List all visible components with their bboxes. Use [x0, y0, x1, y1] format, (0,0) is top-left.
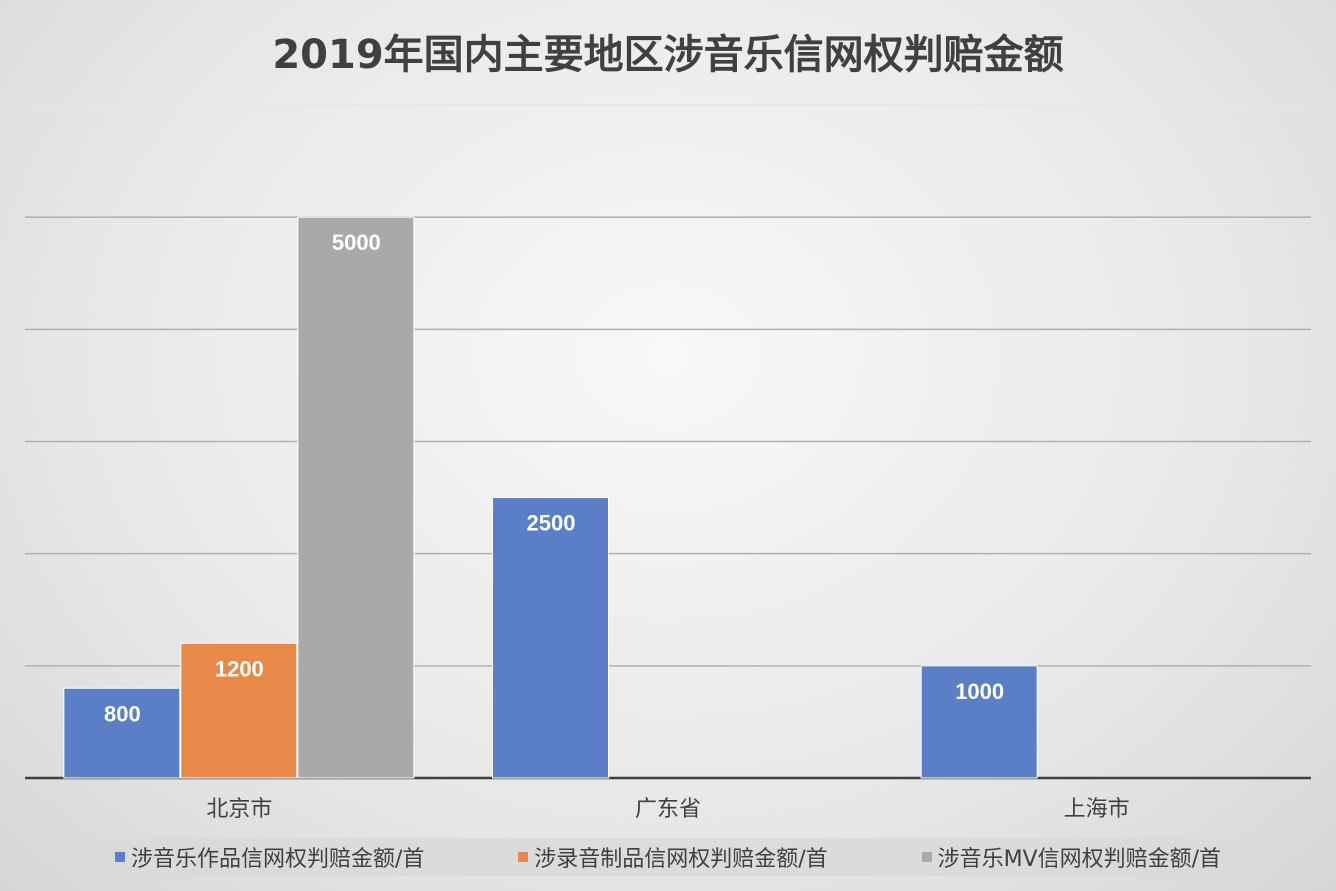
chart-title: 2019年国内主要地区涉音乐信网权判赔金额 [272, 32, 1064, 78]
legend: 涉音乐作品信网权判赔金额/首 涉录音制品信网权判赔金额/首 涉音乐MV信网权判赔金额… [68, 838, 1268, 876]
bar [180, 642, 298, 779]
x-tick-label: 北京市 [206, 797, 272, 822]
legend-label: 涉音乐MV信网权判赔金额/首 [937, 847, 1222, 872]
x-tick-label: 上海市 [1064, 797, 1130, 822]
legend-swatch [921, 852, 932, 862]
legend-label: 涉音乐作品信网权判赔金额/首 [130, 847, 425, 872]
data-label: 1200 [215, 656, 264, 681]
legend-label: 涉录音制品信网权判赔金额/首 [534, 847, 828, 872]
bar [297, 216, 415, 779]
legend-item: 涉音乐作品信网权判赔金额/首 [114, 841, 425, 873]
legend-item: 涉录音制品信网权判赔金额/首 [518, 841, 828, 873]
data-label: 800 [104, 701, 141, 726]
data-label: 5000 [332, 230, 381, 255]
legend-swatch [518, 852, 529, 862]
bar [492, 497, 609, 779]
x-tick-label: 广东省 [635, 797, 701, 822]
bar [63, 687, 181, 779]
legend-swatch [114, 852, 125, 862]
legend-item: 涉音乐MV信网权判赔金额/首 [921, 841, 1222, 873]
bar [920, 665, 1038, 779]
data-label: 1000 [955, 679, 1004, 704]
data-label: 2500 [527, 511, 576, 536]
